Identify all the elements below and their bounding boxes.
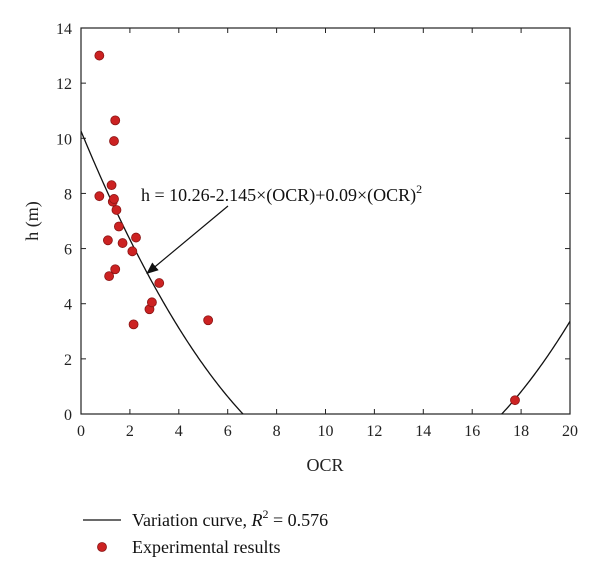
plot-frame [80,27,571,415]
data-point [102,235,113,246]
y-tick-label: 2 [64,352,72,369]
x-tick-label: 12 [366,423,382,440]
legend-points-swatch [97,542,107,552]
y-tick-label: 14 [56,21,72,38]
data-point [109,194,119,204]
x-tick-label: 20 [562,423,578,440]
equation-arrow [146,205,229,275]
data-point [111,205,122,215]
data-point [128,319,139,330]
data-point [510,395,520,406]
x-tick-label: 2 [126,423,134,440]
y-tick-label: 8 [64,186,72,203]
x-tick-label: 8 [273,423,281,440]
y-tick-label: 0 [64,407,72,424]
x-tick-label: 6 [224,423,232,440]
equation-annotation: h = 10.26-2.145×(OCR)+0.09×(OCR)2 [141,182,422,275]
data-point [113,221,124,232]
x-tick-label: 18 [513,423,529,440]
x-tick-label: 16 [464,423,480,440]
data-point [154,278,165,288]
data-point [110,264,121,275]
y-tick-label: 4 [64,297,72,314]
x-axis-label: OCR [306,455,343,475]
data-point [94,50,105,61]
data-point [110,115,121,126]
x-tick-label: 4 [175,423,183,440]
equation-superscript: 2 [416,182,422,196]
data-point [203,315,214,326]
y-axis-label: h (m) [22,201,43,241]
y-tick-label: 6 [64,242,72,259]
data-point [147,297,157,308]
y-tick-label: 12 [56,76,72,93]
data-point [109,136,119,146]
data-point [127,246,138,257]
x-tick-label: 10 [318,423,334,440]
legend: Variation curve, R2 = 0.576 Experimental… [83,507,328,557]
legend-points-label: Experimental results [132,537,280,557]
x-axis-ticks: 0 2 4 6 8 10 12 14 16 18 20 [77,28,578,440]
data-point [131,232,141,243]
y-axis-ticks: 0 2 4 6 8 10 12 14 [56,21,570,424]
x-tick-label: 14 [415,423,431,440]
x-tick-label: 0 [77,423,85,440]
experimental-points [94,50,520,406]
data-point [106,180,117,191]
y-tick-label: 10 [56,131,72,148]
variation-curve [81,130,570,414]
data-point [117,238,128,248]
legend-curve-label: Variation curve, R2 = 0.576 [132,507,328,530]
data-point [94,191,105,202]
equation-text: h = 10.26-2.145×(OCR)+0.09×(OCR)2 [141,182,422,206]
data-point [104,271,115,282]
